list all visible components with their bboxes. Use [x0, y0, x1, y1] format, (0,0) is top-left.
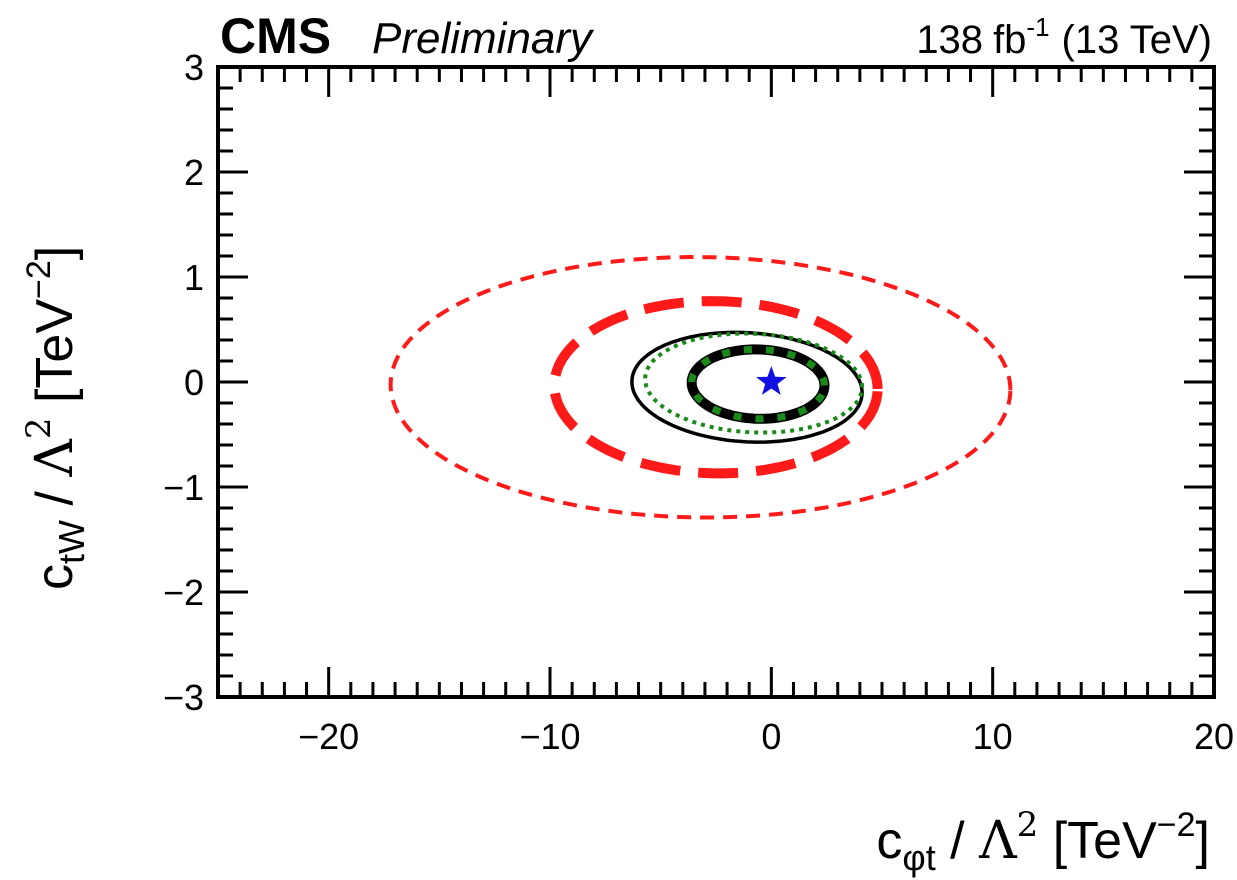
x-tick-label: −20 — [298, 716, 359, 757]
y-label-unit: [TeV — [26, 299, 84, 418]
y-tick-marks — [218, 65, 1214, 699]
contour-green-inner — [688, 345, 829, 423]
lumi-unit: fb — [993, 18, 1026, 62]
y-label-unit-close: ] — [26, 246, 84, 260]
y-tick-labels: −3 −2 −1 0 1 2 3 — [163, 47, 204, 718]
x-axis-label: cφt / Λ2 [TeV−2] — [876, 805, 1210, 878]
y-label-subscript: tW — [51, 520, 92, 564]
x-tick-marks — [216, 67, 1216, 697]
y-label-lambda: Λ — [25, 438, 85, 478]
luminosity-label: 138 fb-1 (13 TeV) — [916, 12, 1212, 62]
x-label-lambda-exp: 2 — [1017, 805, 1039, 845]
x-tick-label: 0 — [761, 716, 781, 757]
x-label-divider: / — [936, 812, 979, 870]
experiment-label: CMS — [220, 8, 331, 64]
y-tick-label: −2 — [163, 572, 204, 613]
x-label-lambda: Λ — [978, 811, 1018, 871]
x-tick-label: 10 — [973, 716, 1013, 757]
status-label: Preliminary — [372, 14, 595, 63]
x-tick-label: −10 — [519, 716, 580, 757]
x-label-symbol: c — [876, 812, 902, 870]
x-tick-label: 20 — [1194, 716, 1234, 757]
contour-red-inner — [549, 296, 883, 479]
contour-group — [388, 254, 1013, 520]
lumi-value: 138 — [916, 18, 983, 62]
y-tick-label: 3 — [184, 47, 204, 88]
contour-black-outer — [630, 330, 864, 444]
energy-label: (13 TeV) — [1062, 18, 1212, 62]
y-tick-label: 1 — [184, 257, 204, 298]
contour-red-outer — [388, 254, 1013, 520]
lumi-exponent: -1 — [1026, 12, 1049, 42]
y-tick-label: −3 — [163, 677, 204, 718]
y-label-symbol: c — [26, 564, 84, 590]
x-tick-labels: −20 −10 0 10 20 — [298, 716, 1234, 757]
y-tick-label: 0 — [184, 362, 204, 403]
y-label-divider: / — [26, 477, 84, 520]
contour-green-outer — [643, 331, 865, 435]
y-axis-label: ctW / Λ2 [TeV−2] — [19, 246, 92, 590]
x-label-unit-close: ] — [1196, 812, 1210, 870]
y-tick-label: −1 — [163, 467, 204, 508]
y-label-unit-exp: −2 — [20, 260, 58, 299]
best-fit-star-marker — [756, 366, 787, 395]
x-label-unit: [TeV — [1038, 812, 1157, 870]
y-tick-label: 2 — [184, 152, 204, 193]
x-label-subscript: φt — [902, 837, 935, 878]
y-label-lambda-exp: 2 — [19, 417, 59, 439]
x-label-unit-exp: −2 — [1157, 806, 1196, 844]
plot-frame — [216, 65, 1216, 699]
